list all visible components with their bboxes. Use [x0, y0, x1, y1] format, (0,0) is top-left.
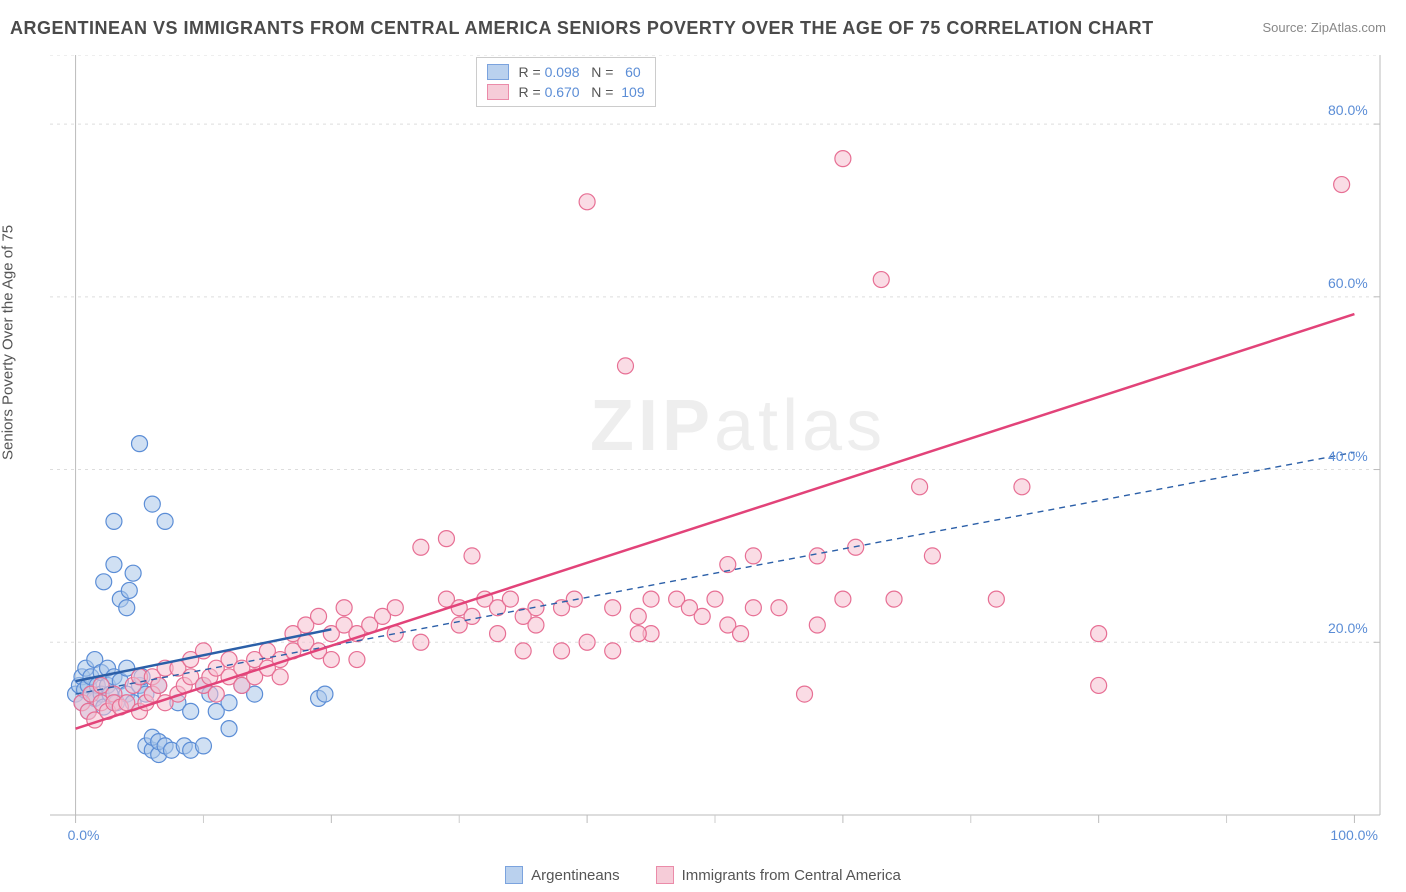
data-point	[349, 652, 365, 668]
data-point	[413, 634, 429, 650]
data-point	[924, 548, 940, 564]
legend-swatch	[487, 84, 509, 100]
chart-plot-area: ZIPatlas R = 0.098 N = 60 R = 0.670 N = …	[50, 55, 1390, 845]
y-tick-label: 60.0%	[1328, 275, 1368, 291]
trendline-extension-argentineans	[76, 452, 1355, 694]
data-point	[733, 626, 749, 642]
legend-row-argentineans: R = 0.098 N = 60	[487, 62, 645, 82]
data-point	[873, 272, 889, 288]
data-point	[336, 600, 352, 616]
data-point	[988, 591, 1004, 607]
y-tick-label: 20.0%	[1328, 620, 1368, 636]
data-point	[1091, 626, 1107, 642]
correlation-legend: R = 0.098 N = 60 R = 0.670 N = 109	[476, 57, 656, 107]
chart-title: ARGENTINEAN VS IMMIGRANTS FROM CENTRAL A…	[10, 18, 1154, 39]
data-point	[464, 548, 480, 564]
legend-swatch	[487, 64, 509, 80]
source-prefix: Source:	[1262, 20, 1310, 35]
legend-row-central_america: R = 0.670 N = 109	[487, 82, 645, 102]
legend-stats-text: R = 0.670 N = 109	[515, 82, 645, 102]
data-point	[630, 608, 646, 624]
data-point	[502, 591, 518, 607]
data-point	[1334, 177, 1350, 193]
data-point	[912, 479, 928, 495]
data-point	[106, 557, 122, 573]
data-point	[771, 600, 787, 616]
legend-stats-text: R = 0.098 N = 60	[515, 62, 641, 82]
series-central_america	[74, 151, 1350, 728]
data-point	[1014, 479, 1030, 495]
data-point	[121, 582, 137, 598]
data-point	[605, 600, 621, 616]
data-point	[605, 643, 621, 659]
data-point	[797, 686, 813, 702]
data-point	[183, 703, 199, 719]
data-point	[323, 652, 339, 668]
legend-item-argentineans: Argentineans	[505, 866, 619, 884]
data-point	[438, 531, 454, 547]
data-point	[745, 600, 761, 616]
legend-label: Argentineans	[531, 867, 619, 884]
series-legend: Argentineans Immigrants from Central Amer…	[0, 866, 1406, 888]
data-point	[125, 565, 141, 581]
x-tick-label: 0.0%	[68, 827, 100, 843]
data-point	[272, 669, 288, 685]
data-point	[886, 591, 902, 607]
trendline-central_america	[76, 314, 1355, 729]
y-axis-label: Seniors Poverty Over the Age of 75	[0, 225, 17, 460]
data-point	[490, 626, 506, 642]
y-tick-label: 40.0%	[1328, 448, 1368, 464]
data-point	[579, 194, 595, 210]
data-point	[643, 591, 659, 607]
data-point	[387, 600, 403, 616]
y-tick-label: 80.0%	[1328, 102, 1368, 118]
data-point	[311, 608, 327, 624]
x-tick-label: 100.0%	[1330, 827, 1377, 843]
data-point	[106, 513, 122, 529]
data-point	[809, 617, 825, 633]
data-point	[707, 591, 723, 607]
data-point	[515, 643, 531, 659]
data-point	[157, 513, 173, 529]
data-point	[413, 539, 429, 555]
data-point	[617, 358, 633, 374]
data-point	[835, 151, 851, 167]
data-point	[579, 634, 595, 650]
data-point	[132, 436, 148, 452]
data-point	[528, 617, 544, 633]
data-point	[317, 686, 333, 702]
data-point	[119, 600, 135, 616]
source-attribution: Source: ZipAtlas.com	[1262, 20, 1386, 35]
legend-swatch	[505, 866, 523, 884]
legend-swatch	[656, 866, 674, 884]
data-point	[745, 548, 761, 564]
data-point	[809, 548, 825, 564]
legend-item-central_america: Immigrants from Central America	[656, 866, 901, 884]
data-point	[208, 686, 224, 702]
scatter-chart-svg	[50, 55, 1390, 845]
data-point	[221, 721, 237, 737]
data-point	[1091, 677, 1107, 693]
data-point	[694, 608, 710, 624]
data-point	[144, 496, 160, 512]
data-point	[464, 608, 480, 624]
legend-label: Immigrants from Central America	[682, 867, 901, 884]
data-point	[630, 626, 646, 642]
data-point	[554, 643, 570, 659]
data-point	[835, 591, 851, 607]
source-link[interactable]: ZipAtlas.com	[1311, 20, 1386, 35]
data-point	[195, 738, 211, 754]
data-point	[96, 574, 112, 590]
